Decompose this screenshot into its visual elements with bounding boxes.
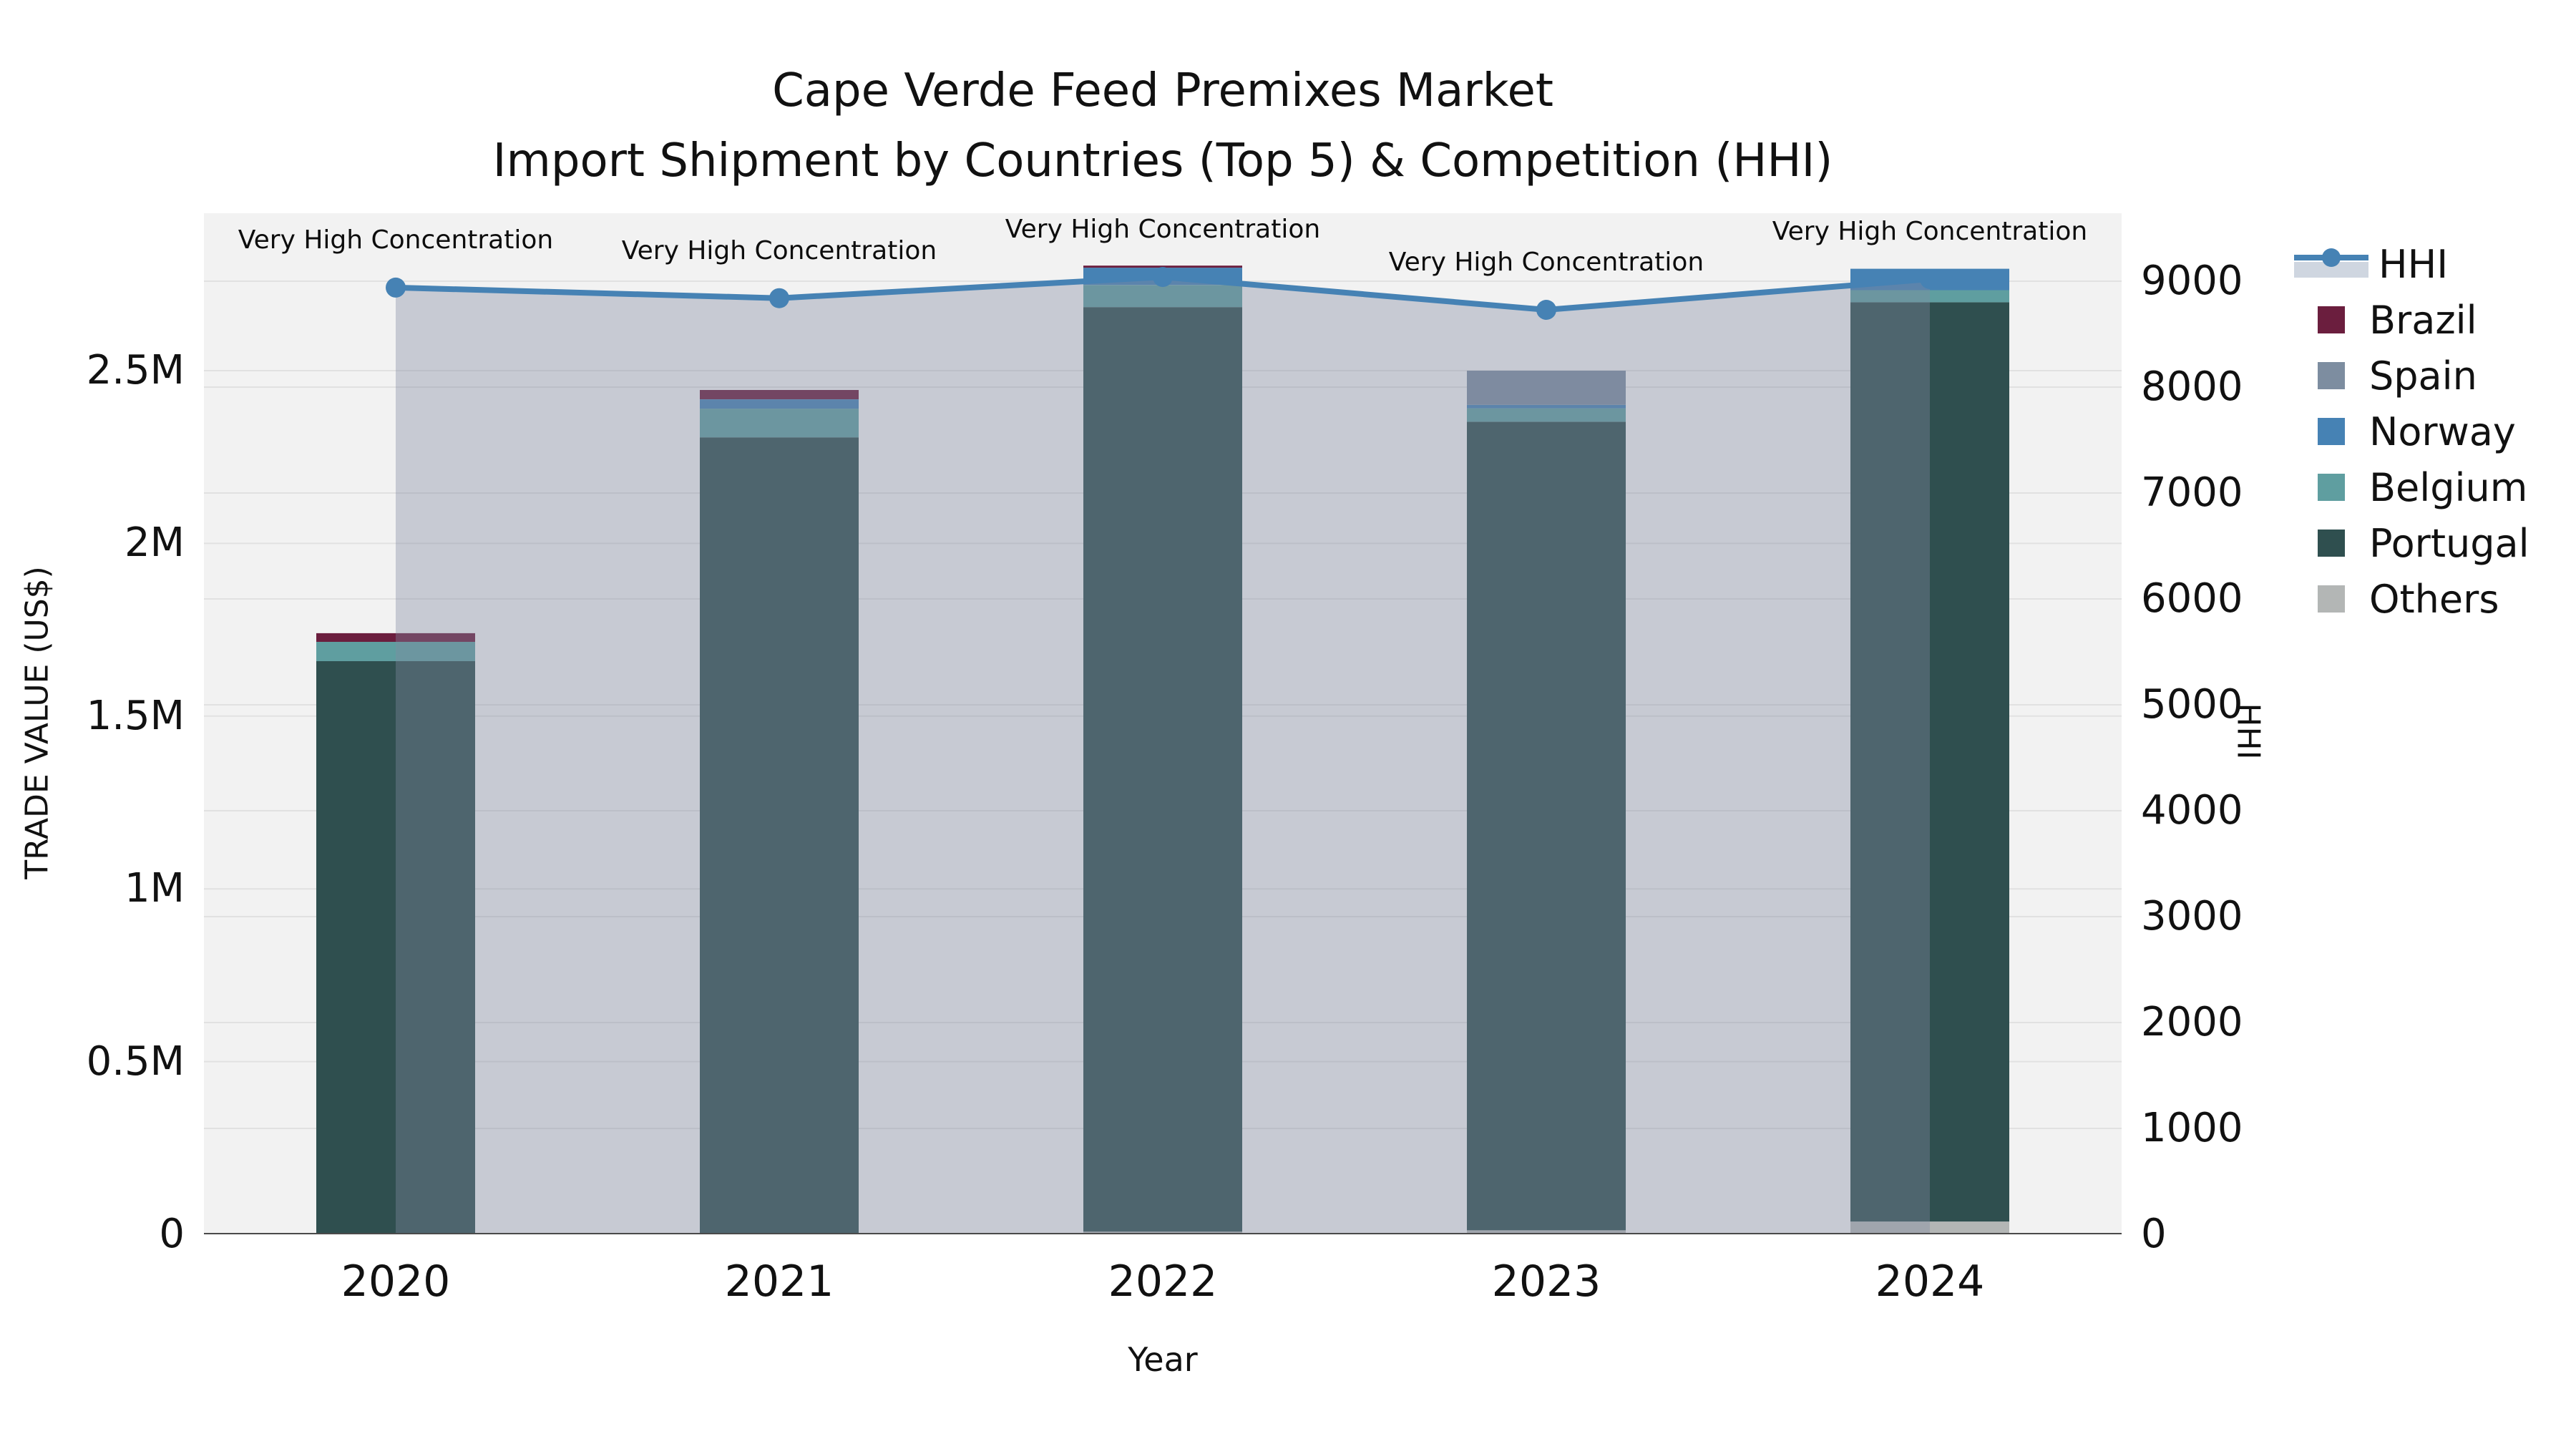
bar-segment-belgium-2021: [700, 409, 859, 438]
legend-item-brazil: Brazil: [2294, 292, 2529, 348]
ytick-right-1000: 1000: [2141, 1105, 2243, 1151]
bar-segment-belgium-2024: [1850, 290, 2009, 303]
ytick-right-4000: 4000: [2141, 787, 2243, 834]
legend-swatch-belgium: [2318, 474, 2345, 501]
annotation-2023: Very High Concentration: [1388, 247, 1704, 277]
ytick-right-5000: 5000: [2141, 681, 2243, 728]
annotation-2022: Very High Concentration: [1005, 215, 1321, 245]
bar-segment-portugal-2020: [316, 661, 475, 1234]
bar-segment-brazil-2022: [1083, 265, 1242, 268]
x-axis-line: [204, 1233, 2122, 1234]
ytick-left-2M: 2M: [125, 519, 185, 567]
legend-swatch-portugal: [2318, 530, 2345, 557]
bar-segment-portugal-2023: [1467, 421, 1626, 1231]
xtick-2023: 2023: [1491, 1257, 1601, 1307]
legend-item-hhi: HHI: [2294, 236, 2529, 292]
ytick-left-0: 0: [159, 1211, 185, 1257]
bar-segment-brazil-2021: [700, 390, 859, 399]
bar-segment-spain-2023: [1467, 371, 1626, 405]
legend-swatch-brazil: [2318, 306, 2345, 333]
legend-item-norway: Norway: [2294, 404, 2529, 459]
hhi-area-fill: [396, 277, 1930, 1234]
plot-area: [204, 213, 2122, 1234]
ytick-left-1M: 1M: [125, 865, 185, 912]
legend-item-label: Portugal: [2369, 520, 2529, 566]
legend-item-portugal: Portugal: [2294, 515, 2529, 571]
ytick-right-2000: 2000: [2141, 999, 2243, 1045]
annotation-2024: Very High Concentration: [1772, 217, 2088, 247]
bar-segment-others-2023: [1467, 1230, 1626, 1234]
xtick-2020: 2020: [341, 1257, 451, 1307]
bar-segment-belgium-2020: [316, 642, 475, 661]
ytick-right-0: 0: [2141, 1211, 2167, 1257]
ytick-right-8000: 8000: [2141, 364, 2243, 410]
hhi-area-swatch: [2294, 262, 2368, 278]
legend-item-others: Others: [2294, 571, 2529, 627]
xtick-2021: 2021: [724, 1257, 834, 1307]
ytick-right-9000: 9000: [2141, 258, 2243, 304]
legend-item-label: Norway: [2369, 409, 2516, 454]
legend-swatch-others: [2318, 585, 2345, 613]
bar-segment-norway-2021: [700, 399, 859, 409]
hhi-marker-2020: [386, 277, 406, 298]
ytick-right-7000: 7000: [2141, 469, 2243, 516]
legend: HHI Brazil Spain Norway Belgium Portugal Other…: [2294, 236, 2529, 627]
hhi-line-icon: [2294, 248, 2368, 280]
ytick-left-1.5M: 1.5M: [86, 692, 185, 739]
legend-item-label: Spain: [2369, 353, 2477, 399]
ytick-left-0.5M: 0.5M: [86, 1038, 185, 1085]
bar-segment-brazil-2020: [316, 633, 475, 642]
legend-item-label: Others: [2369, 576, 2499, 622]
bar-segment-belgium-2022: [1083, 285, 1242, 308]
legend-swatch-spain: [2318, 362, 2345, 389]
legend-item-spain: Spain: [2294, 348, 2529, 404]
xtick-2022: 2022: [1108, 1257, 1218, 1307]
hhi-marker-2022: [1153, 267, 1173, 288]
legend-item-label: Belgium: [2369, 464, 2528, 510]
ytick-right-6000: 6000: [2141, 575, 2243, 622]
bar-segment-others-2024: [1850, 1221, 2009, 1234]
xtick-2024: 2024: [1875, 1257, 1985, 1307]
hhi-marker-2023: [1536, 300, 1556, 320]
hhi-marker-2024: [1920, 269, 1940, 289]
bar-segment-belgium-2023: [1467, 408, 1626, 422]
x-axis-title: Year: [1128, 1340, 1198, 1379]
annotation-2021: Very High Concentration: [621, 235, 937, 265]
annotation-2020: Very High Concentration: [238, 225, 554, 255]
hhi-marker-swatch: [2322, 248, 2341, 267]
legend-item-label: HHI: [2379, 241, 2449, 287]
legend-item-label: Brazil: [2369, 297, 2477, 343]
ytick-right-3000: 3000: [2141, 893, 2243, 940]
ytick-left-2.5M: 2.5M: [86, 347, 185, 394]
chart-title: Cape Verde Feed Premixes Market Import S…: [0, 56, 2326, 196]
bar-segment-portugal-2024: [1850, 302, 2009, 1222]
bar-segment-norway-2023: [1467, 404, 1626, 409]
bar-segment-portugal-2021: [700, 437, 859, 1234]
hhi-marker-2021: [769, 288, 789, 308]
bar-segment-portugal-2022: [1083, 307, 1242, 1232]
chart-title-line2: Import Shipment by Countries (Top 5) & C…: [492, 135, 1833, 187]
chart-title-line1: Cape Verde Feed Premixes Market: [772, 64, 1553, 117]
legend-swatch-norway: [2318, 418, 2345, 445]
legend-item-belgium: Belgium: [2294, 459, 2529, 515]
